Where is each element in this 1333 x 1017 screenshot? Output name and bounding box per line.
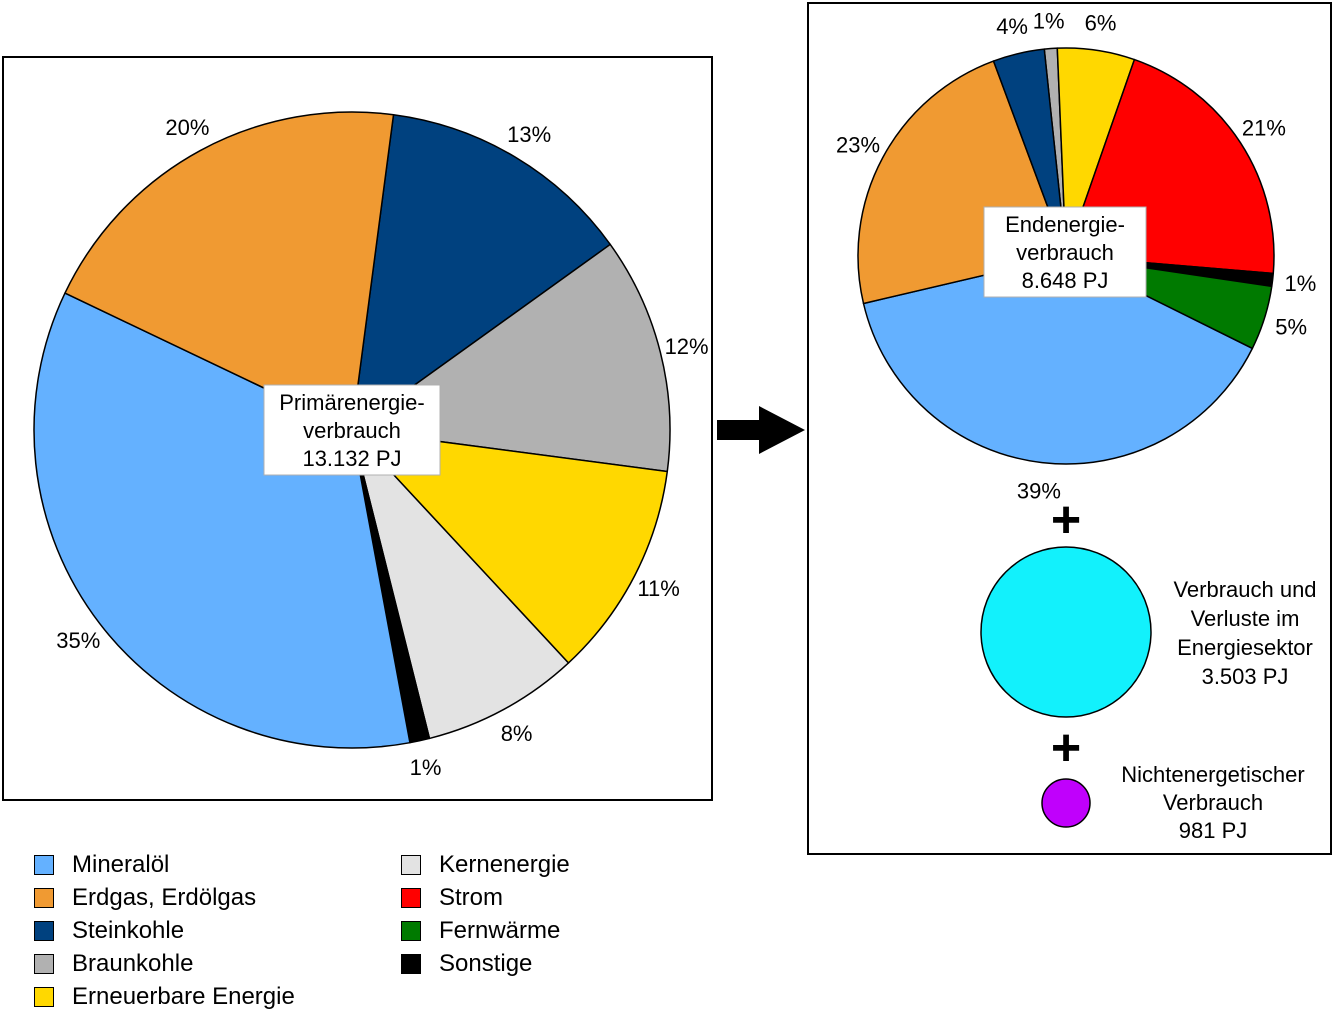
legend-item-mineraloel: Mineralöl (34, 848, 169, 881)
slice-percent-label: 6% (1085, 11, 1117, 36)
primary-energy-caption-line-3: 13.132 PJ (302, 446, 401, 471)
plus-sign-2: + (1051, 719, 1081, 777)
legend-swatch (401, 920, 421, 941)
energy-sector-losses-line-3: Energiesektor (1177, 635, 1313, 660)
legend-item-strom: Strom (401, 881, 503, 914)
legend: Mineralöl Erdgas, Erdölgas Steinkohle Br… (34, 846, 674, 1012)
slice-percent-label: 23% (836, 133, 880, 158)
slice-percent-label: 21% (1242, 116, 1286, 141)
legend-label: Mineralöl (72, 850, 170, 878)
final-energy-caption-line-1: Endenergie- (1005, 212, 1125, 237)
non-energy-use-circle (1041, 778, 1091, 828)
pie-slice-kernenergie (351, 429, 570, 740)
primary-energy-caption-line-1: Primärenergie- (279, 390, 425, 415)
final-energy-caption-line-3: 8.648 PJ (1022, 268, 1109, 293)
slice-percent-label: 1% (410, 755, 442, 780)
slice-percent-label: 13% (507, 122, 551, 147)
legend-label: Erdgas, Erdölgas (72, 883, 257, 911)
slice-percent-label: 1% (1033, 9, 1065, 34)
energy-sector-losses-circle (980, 546, 1152, 718)
legend-swatch (34, 854, 54, 875)
final-energy-caption-line-2: verbrauch (1016, 240, 1114, 265)
slice-percent-label: 35% (56, 628, 100, 653)
legend-swatch (401, 953, 421, 974)
primary-energy-caption-line-2: verbrauch (303, 418, 401, 443)
slice-percent-label: 11% (637, 576, 679, 601)
slice-percent-label: 1% (1285, 271, 1317, 296)
final-energy-caption-box (983, 206, 1147, 298)
energy-sector-losses-line-1: Verbrauch und (1173, 577, 1316, 602)
final-energy-slice-labels: 1% 6% 21% 1% 5% 39% 23% 4% (836, 9, 1316, 504)
legend-label: Fernwärme (439, 916, 561, 944)
pie-slice-mineraloel (862, 255, 1254, 465)
pie-slice-steinkohle (992, 48, 1067, 257)
slice-percent-label: 5% (1275, 315, 1307, 340)
slice-percent-label: 8% (501, 721, 533, 746)
slice-percent-label: 4% (996, 14, 1028, 39)
legend-label: Sonstige (439, 949, 533, 977)
pie-slice-erdgas (64, 111, 395, 431)
non-energy-use-line-3: 981 PJ (1179, 818, 1248, 843)
legend-swatch (34, 953, 54, 974)
legend-label: Braunkohle (72, 949, 194, 977)
pie-slice-mineraloel (33, 292, 411, 749)
legend-swatch (401, 887, 421, 908)
legend-label: Strom (439, 883, 504, 911)
legend-swatch (401, 854, 421, 875)
energy-sector-losses-line-2: Verluste im (1191, 606, 1300, 631)
slice-percent-label: 12% (665, 334, 709, 359)
pie-slice-steinkohle (351, 113, 611, 431)
legend-swatch (34, 920, 54, 941)
primary-energy-caption-box (263, 384, 441, 476)
slice-percent-label: 39% (1017, 478, 1061, 503)
legend-item-erdgas: Erdgas, Erdölgas (34, 881, 256, 914)
slice-percent-label: 20% (165, 115, 209, 140)
primary-energy-slice-labels: 13% 12% 11% 8% 1% 35% 20% (56, 115, 708, 780)
legend-item-sonstige: Sonstige (401, 947, 532, 980)
legend-item-erneuerbare: Erneuerbare Energie (34, 980, 295, 1013)
legend-label: Kernenergie (439, 850, 570, 878)
primary-energy-pie (33, 111, 671, 749)
right-arrow-icon (717, 406, 805, 454)
legend-item-fernwaerme: Fernwärme (401, 914, 560, 947)
legend-swatch (34, 986, 54, 1007)
pie-slice-erneuerbare (351, 429, 669, 664)
legend-item-kernenergie: Kernenergie (401, 848, 570, 881)
legend-item-steinkohle: Steinkohle (34, 914, 184, 947)
non-energy-use-line-2: Verbrauch (1163, 790, 1263, 815)
legend-swatch (34, 887, 54, 908)
legend-label: Erneuerbare Energie (72, 982, 295, 1010)
energy-sector-losses-line-4: 3.503 PJ (1202, 664, 1289, 689)
legend-item-braunkohle: Braunkohle (34, 947, 193, 980)
legend-label: Steinkohle (72, 916, 185, 944)
non-energy-use-line-1: Nichtenergetischer (1121, 762, 1304, 787)
plus-sign-1: + (1051, 491, 1081, 549)
